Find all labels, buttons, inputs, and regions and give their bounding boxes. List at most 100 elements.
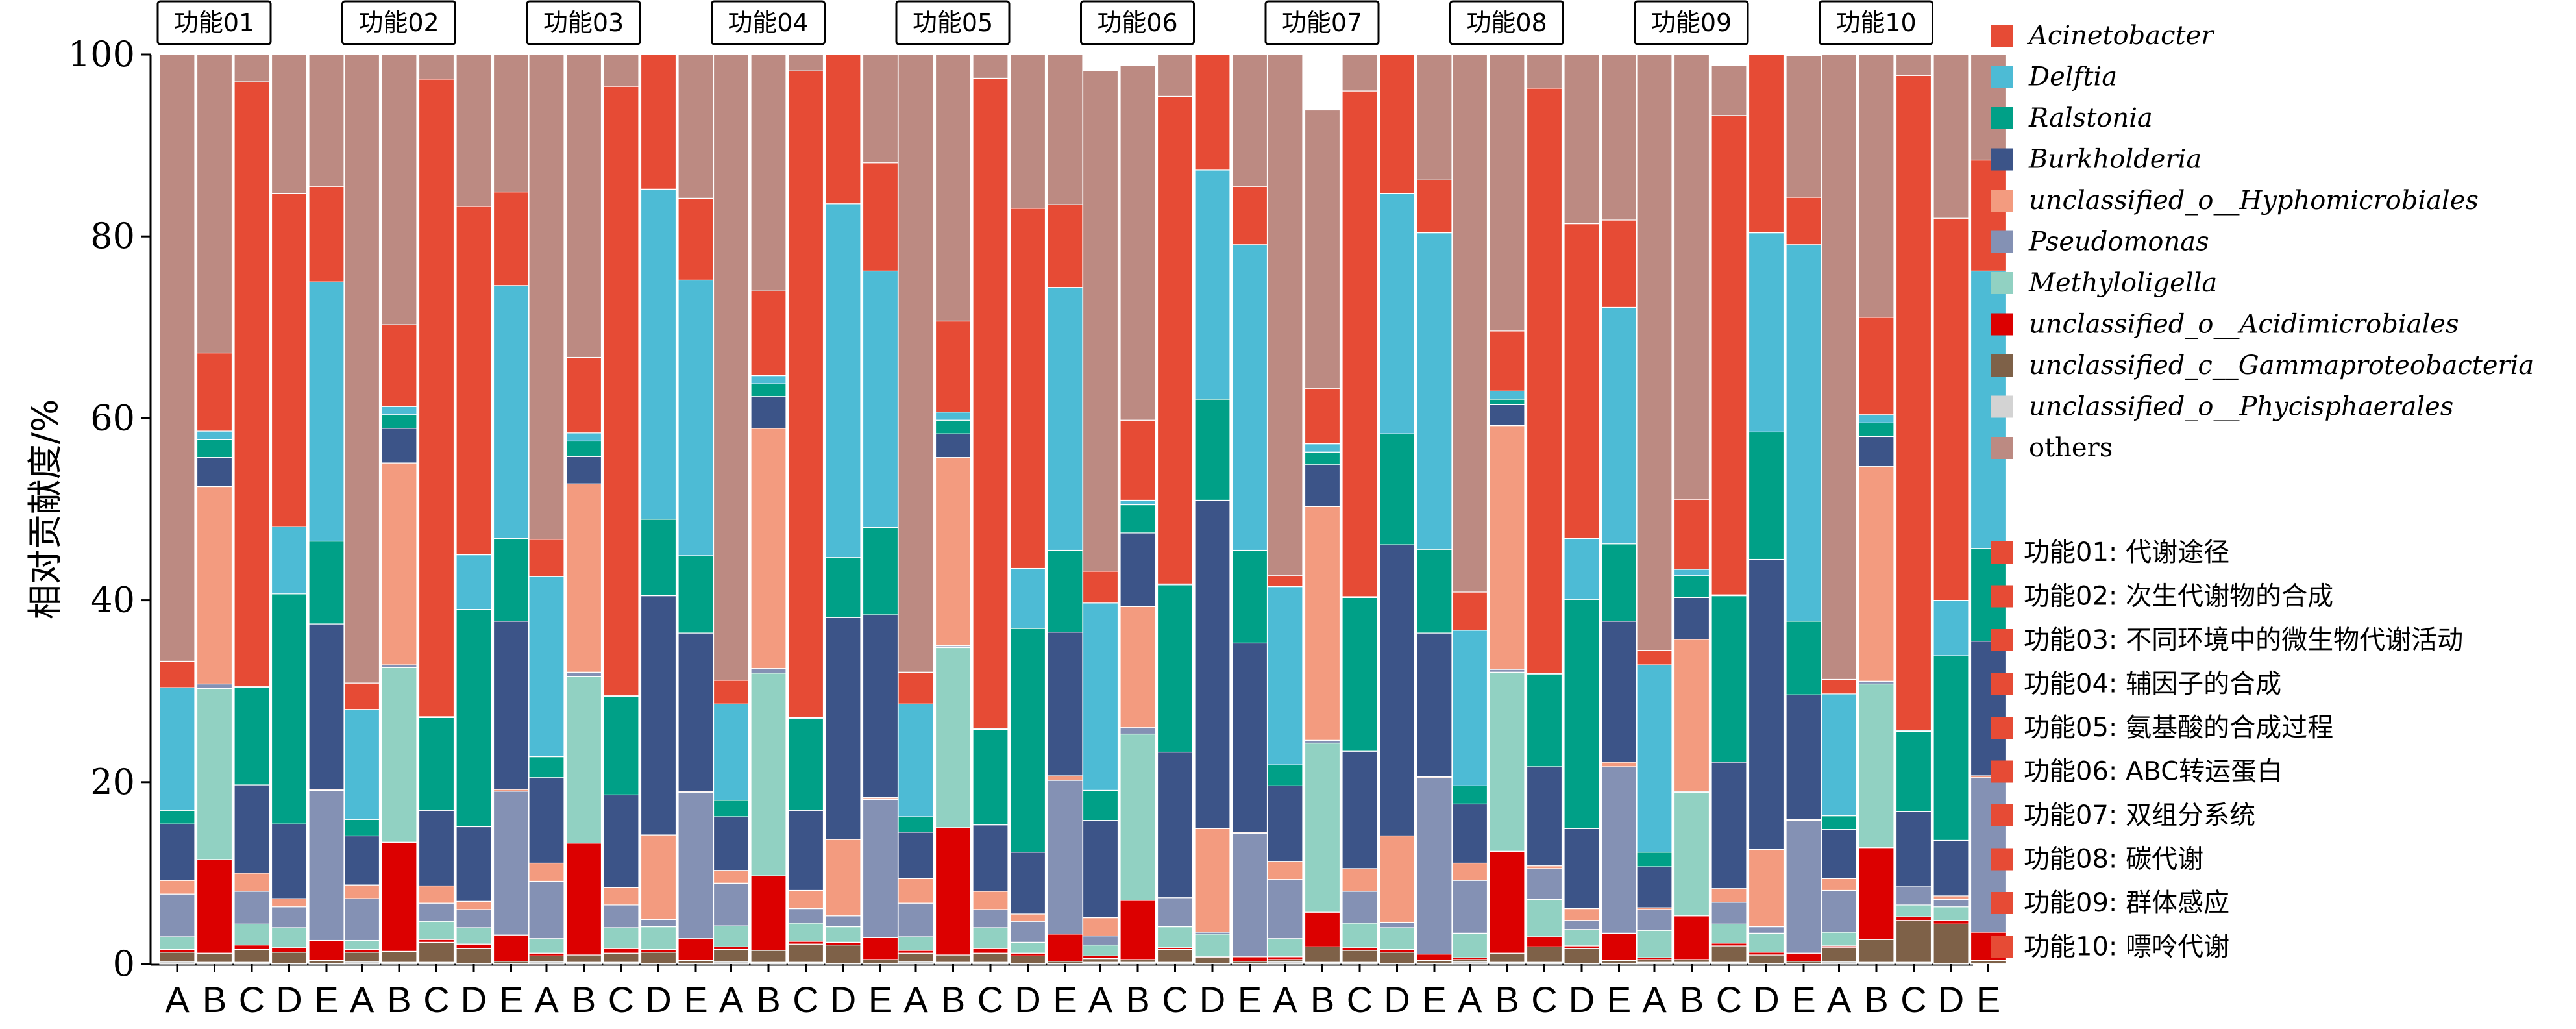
facet-strip-label: 功能03: [543, 8, 624, 37]
bar-segment: [1082, 917, 1119, 937]
x-tick-label: D: [1014, 979, 1040, 1020]
facet-strip: [711, 0, 826, 45]
stacked-bar: [493, 54, 530, 965]
bar-segment: [196, 439, 233, 458]
bar-segment: [1082, 944, 1119, 956]
bar-segment: [825, 839, 861, 917]
x-tick-label: E: [314, 979, 338, 1020]
bar-segment: [1933, 655, 1969, 841]
stacked-bar: [1673, 54, 1710, 965]
legend-label: others: [2029, 433, 2113, 463]
bar-segment: [603, 952, 639, 963]
bar-segment: [493, 934, 530, 962]
bar-segment: [972, 891, 1009, 910]
bar-segment: [528, 777, 565, 864]
bar-segment: [1785, 55, 1822, 198]
facet-strip: [526, 0, 641, 45]
bar-segment: [1711, 943, 1747, 947]
function-legend-label: 功能02: 次生代谢物的合成: [2024, 582, 2333, 612]
bar-segment: [1231, 832, 1268, 958]
bar-segment: [1194, 828, 1231, 933]
bar-segment: [1601, 766, 1638, 934]
bar-segment: [1601, 960, 1638, 964]
bar-segment: [528, 938, 565, 954]
stacked-bar: [1785, 55, 1822, 965]
function-legend-swatch: [1991, 892, 2013, 914]
bar-segment: [972, 952, 1009, 963]
bar-segment: [972, 824, 1009, 892]
function-legend-item: 功能06: ABC转运蛋白: [1991, 757, 2283, 787]
bar-segment: [1858, 847, 1895, 940]
bar-segment: [750, 875, 787, 951]
function-legend-item: 功能03: 不同环境中的微生物代谢活动: [1991, 625, 2463, 655]
bar-segment: [750, 290, 787, 377]
bar-segment: [1711, 902, 1747, 924]
legend-swatch: [1991, 354, 2013, 377]
x-tick-label: D: [1938, 979, 1964, 1020]
stacked-bar: [1821, 54, 1858, 965]
bar-segment: [1120, 606, 1156, 728]
bar-segment: [234, 687, 270, 786]
bar-segment: [935, 954, 972, 963]
bar-segment: [308, 789, 345, 941]
x-tick-label: C: [1716, 979, 1742, 1020]
bar-segment: [343, 939, 380, 950]
x-tick-label: E: [1238, 979, 1262, 1020]
x-tick-label: E: [1053, 979, 1077, 1020]
bar-segment: [1009, 852, 1046, 915]
bar-segment: [1785, 952, 1822, 962]
bar-segment: [159, 810, 195, 824]
stacked-bar: [1304, 109, 1341, 965]
bar-segment: [1047, 632, 1083, 776]
bar-segment: [787, 810, 824, 891]
bar-segment: [1379, 54, 1416, 194]
bar-segment: [1194, 957, 1231, 964]
bar-segment: [196, 54, 233, 354]
x-tick-label: D: [1569, 979, 1595, 1020]
stacked-bar: [750, 54, 787, 965]
legend-label: Burkholderia: [2028, 145, 2202, 175]
bar-segment: [1636, 866, 1673, 908]
bar-segment: [1489, 390, 1525, 400]
bar-segment: [456, 609, 492, 828]
bar-segment: [493, 285, 530, 539]
x-tick-label: B: [1864, 979, 1888, 1020]
y-tick-label: 0: [113, 943, 135, 984]
stacked-bar: [1895, 54, 1932, 965]
bar-segment: [1895, 886, 1932, 906]
bar-segment: [713, 870, 750, 884]
bar-segment: [1636, 959, 1673, 963]
bar-segment: [1120, 733, 1156, 901]
bar-segment: [1416, 179, 1453, 234]
bar-segment: [1895, 75, 1932, 731]
bar-segment: [196, 859, 233, 954]
bar-segment: [565, 432, 602, 442]
y-tick-label: 100: [68, 34, 135, 75]
bar-segment: [1157, 584, 1194, 753]
function-legend-item: 功能04: 辅因子的合成: [1991, 669, 2281, 699]
bar-segment: [1267, 861, 1303, 880]
bar-segment: [1451, 630, 1488, 787]
bar-segment: [1933, 599, 1969, 656]
x-tick-label: E: [1422, 979, 1446, 1020]
bar-segment: [750, 428, 787, 669]
bar-segment: [972, 54, 1009, 79]
bar-segment: [1748, 431, 1785, 560]
bar-segment: [159, 54, 195, 662]
stacked-bar: [343, 54, 380, 965]
bar-segment: [381, 841, 417, 952]
legend-label: unclassified_o__Phycisphaerales: [2029, 392, 2453, 422]
bar-segment: [1601, 306, 1638, 545]
bar-segment: [1895, 811, 1932, 887]
bar-segment: [1636, 909, 1673, 931]
bar-segment: [1157, 54, 1194, 97]
facet-strip: [1819, 0, 1933, 45]
facet-strip-label: 功能10: [1835, 8, 1916, 37]
legend-swatch: [1991, 25, 2013, 47]
bar-segment: [196, 430, 233, 440]
bar-segment: [1304, 443, 1341, 453]
stacked-bar: [1489, 54, 1525, 965]
bar-segment: [898, 878, 934, 904]
bar-segment: [565, 456, 602, 484]
bar-segment: [1895, 920, 1932, 963]
